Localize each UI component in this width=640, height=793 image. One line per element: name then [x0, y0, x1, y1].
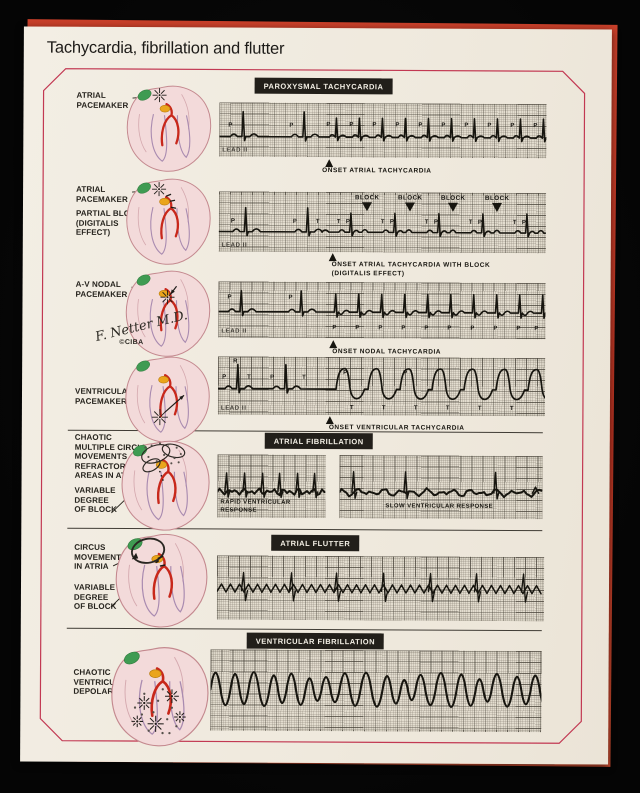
ecg-waveform — [219, 110, 547, 143]
impulse-starburst — [152, 182, 167, 197]
ecg-waveform — [217, 363, 546, 401]
ecg-caption-atrial-tachycardia: ONSET ATRIAL TACHYCARDIA — [219, 158, 546, 178]
impulse-starburst — [165, 689, 179, 704]
onset-arrow-icon — [325, 159, 334, 168]
impulse-starburst — [174, 711, 186, 723]
heart-illustration-nodal-tachycardia — [125, 270, 211, 357]
impulse-starburst — [151, 409, 168, 426]
heart-illustration-atrial-tachycardia — [126, 85, 212, 172]
ecg-waveform — [216, 571, 542, 603]
impulse-starburst — [131, 715, 144, 728]
ecg-caption-atrial-tachycardia-block: ONSET ATRIAL TACHYCARDIA WITH BLOCK (DIG… — [219, 252, 546, 280]
impulse-starburst — [152, 88, 167, 103]
ecg-waveform — [218, 289, 546, 319]
ecg-waveform — [217, 472, 326, 499]
ecg-strip-atrial-flutter — [216, 555, 545, 622]
ecg-caption-ventricular-tachycardia: ONSET VENTRICULAR TACHYCARDIA — [218, 415, 545, 433]
heart-illustration-ventricular-tachycardia — [125, 356, 210, 443]
ecg-strip-atrial-tachycardia-block: LEAD II P P T T P T P T P T P T P BLOCK BLOCK BLOCK BLOC… — [218, 191, 547, 254]
ecg-waveform — [218, 206, 547, 238]
page-card: Tachycardia, fibrillation and flutter PA… — [20, 26, 612, 765]
heart-illustration-atrial-flutter — [115, 534, 208, 628]
heart-illustration-atrial-tachycardia-block — [126, 178, 211, 265]
onset-arrow-icon — [328, 253, 337, 262]
page-frame — [39, 68, 586, 744]
heart-illustration-ventricular-fibrillation — [111, 647, 209, 747]
ecg-strip-ventricular-fibrillation — [210, 649, 542, 733]
heart-illustration-atrial-fibrillation — [121, 440, 210, 531]
ciba-credit: ©CIBA — [119, 338, 144, 347]
impulse-starburst — [147, 715, 164, 732]
impulse-starburst — [137, 696, 152, 710]
ecg-waveform — [339, 470, 543, 500]
ecg-strip-afib-slow: SLOW VENTRICULAR RESPONSE — [339, 455, 543, 520]
onset-arrow-icon — [325, 416, 334, 425]
ecg-strip-afib-rapid: RAPID VENTRICULAR RESPONSE — [217, 454, 326, 519]
onset-arrow-icon — [329, 340, 338, 349]
ecg-waveform — [210, 671, 542, 708]
